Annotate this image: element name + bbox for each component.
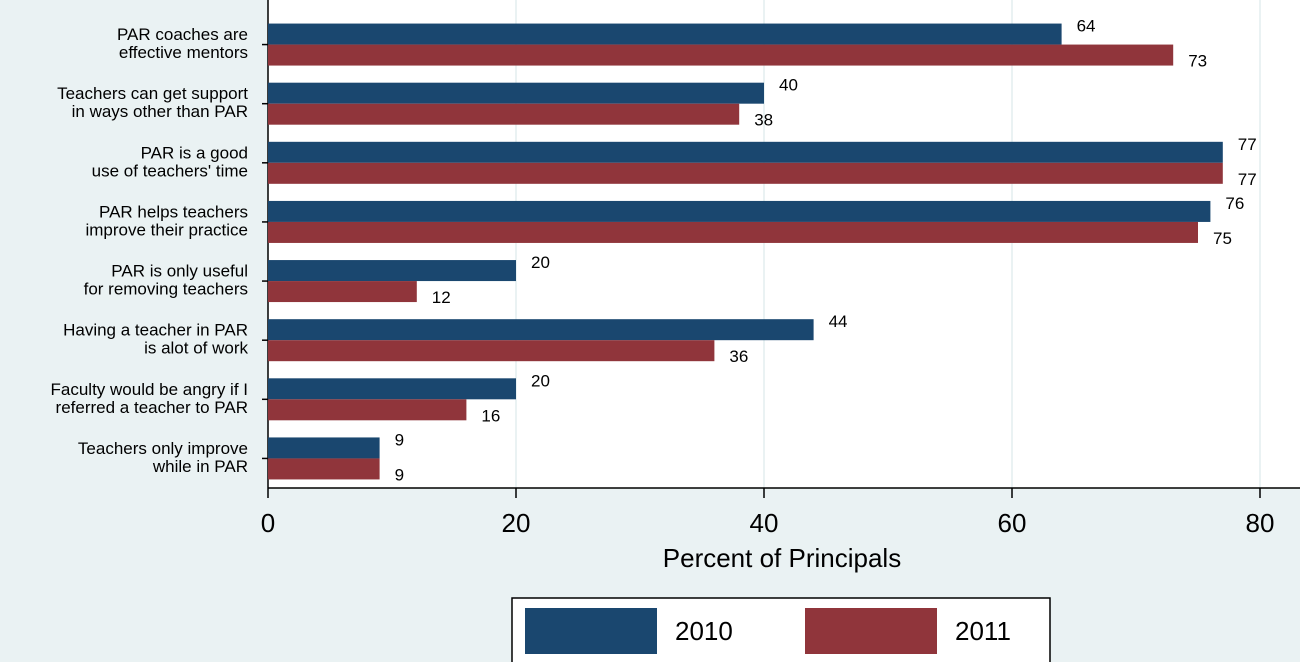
bar [268,103,740,125]
y-tick-label: PAR is only useful [111,262,248,281]
bar [268,378,516,400]
y-tick-label: referred a teacher to PAR [56,398,248,417]
data-label: 76 [1225,194,1244,213]
data-label: 36 [729,347,748,366]
y-tick-label: in ways other than PAR [72,102,248,121]
x-tick-label: 60 [998,508,1027,538]
y-tick-label: Faculty would be angry if I [51,380,248,399]
data-label: 9 [395,430,404,449]
bar [268,23,1062,45]
y-tick-label: effective mentors [119,43,248,62]
x-tick-label: 0 [261,508,275,538]
bar [268,281,417,303]
bar [268,340,715,362]
y-tick-label: Having a teacher in PAR [63,321,248,340]
y-tick-label: is alot of work [144,339,248,358]
legend-swatch [525,608,657,654]
bar [268,44,1174,66]
data-label: 77 [1238,135,1257,154]
y-tick-label: improve their practice [85,220,248,239]
data-label: 38 [754,111,773,130]
data-label: 20 [531,371,550,390]
y-tick-label: Teachers only improve [78,439,248,458]
data-label: 73 [1188,52,1207,71]
y-tick-label: PAR helps teachers [99,202,248,221]
bar [268,82,764,104]
x-tick-label: 40 [750,508,779,538]
bar [268,437,380,459]
y-tick-label: for removing teachers [84,280,248,299]
bar [268,221,1198,243]
y-tick-label: PAR is a good [141,143,248,162]
y-tick-label: PAR coaches are [117,25,248,44]
data-label: 64 [1077,17,1096,36]
data-label: 40 [779,76,798,95]
legend-label: 2010 [675,616,733,646]
bar [268,162,1223,184]
x-axis-title: Percent of Principals [663,543,901,573]
data-label: 44 [829,312,848,331]
data-label: 75 [1213,229,1232,248]
bar [268,200,1211,222]
bar [268,399,467,421]
x-tick-label: 20 [502,508,531,538]
data-label: 20 [531,253,550,272]
bar [268,260,516,282]
data-label: 16 [481,406,500,425]
data-label: 9 [395,465,404,484]
x-tick-label: 80 [1246,508,1275,538]
data-label: 12 [432,288,451,307]
y-tick-label: use of teachers' time [92,161,248,180]
y-tick-label: Teachers can get support [57,84,248,103]
bar [268,458,380,480]
data-label: 77 [1238,170,1257,189]
y-tick-label: while in PAR [152,457,248,476]
legend-label: 2011 [955,616,1011,646]
bar [268,319,814,341]
legend-swatch [805,608,937,654]
bar [268,141,1223,163]
